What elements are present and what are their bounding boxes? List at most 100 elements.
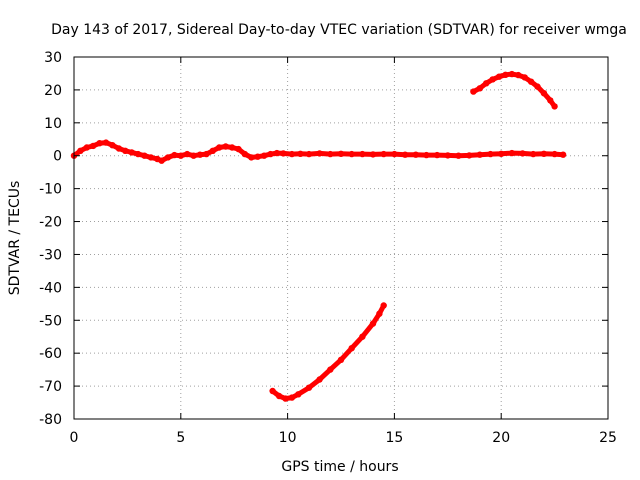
y-axis-label: SDTVAR / TECUs	[7, 181, 23, 296]
data-point	[190, 152, 197, 159]
data-point	[177, 152, 184, 159]
data-point	[147, 154, 155, 161]
data-point	[327, 150, 334, 158]
data-point	[433, 151, 441, 159]
data-point	[551, 150, 558, 158]
data-point	[222, 143, 229, 150]
data-point	[401, 151, 409, 158]
y-tick-label: -40	[39, 280, 62, 296]
data-point	[551, 103, 558, 110]
data-point	[495, 73, 503, 80]
data-point	[559, 151, 567, 158]
data-point	[288, 150, 296, 158]
data-point	[184, 150, 191, 158]
data-point	[508, 70, 516, 78]
series-near-zero-band	[70, 139, 567, 164]
series-upper-arc	[470, 70, 558, 110]
y-tick-label: 20	[44, 83, 62, 99]
data-point	[527, 78, 535, 85]
data-point	[83, 144, 91, 151]
data-point	[96, 140, 103, 147]
x-axis-label: GPS time / hours	[281, 459, 398, 475]
data-point	[476, 151, 483, 158]
data-point	[530, 150, 537, 158]
data-point	[489, 76, 496, 83]
data-point	[547, 97, 554, 104]
data-point	[241, 150, 249, 158]
data-point	[348, 345, 355, 352]
data-point	[369, 151, 377, 158]
chart-title: Day 143 of 2017, Sidereal Day-to-day VTE…	[51, 22, 627, 38]
x-tick-label: 25	[599, 430, 617, 446]
data-point	[508, 149, 516, 157]
x-tick-label: 10	[279, 430, 297, 446]
data-point	[115, 145, 123, 152]
data-point	[248, 154, 255, 161]
y-tick-label: -10	[39, 182, 62, 198]
y-tick-label: 30	[44, 50, 62, 66]
data-point	[359, 333, 366, 340]
data-point	[275, 392, 283, 400]
data-point	[209, 147, 216, 154]
data-point	[158, 157, 165, 164]
data-point	[540, 90, 548, 97]
data-point	[288, 394, 296, 401]
data-point	[128, 149, 135, 156]
plot-frame	[73, 56, 609, 420]
data-point	[280, 150, 287, 157]
data-point	[316, 376, 323, 383]
data-point	[295, 391, 302, 398]
data-point	[77, 147, 84, 154]
data-point	[466, 152, 473, 159]
grid-lines	[74, 57, 608, 419]
data-point	[164, 154, 172, 161]
data-point	[171, 151, 178, 159]
data-point	[515, 71, 522, 79]
data-point	[498, 150, 505, 157]
data-point	[470, 88, 477, 95]
data-point	[423, 151, 430, 159]
data-point	[203, 150, 210, 158]
data-point	[228, 144, 236, 151]
x-tick-label: 5	[176, 430, 185, 446]
data-point	[521, 74, 528, 81]
data-point	[141, 152, 148, 159]
data-point	[196, 151, 204, 158]
series-line	[270, 303, 387, 402]
data-point	[327, 366, 334, 373]
data-point	[102, 139, 110, 146]
series-lower-arc	[269, 302, 387, 402]
data-point	[122, 147, 129, 154]
data-point	[337, 150, 345, 157]
data-point	[540, 150, 548, 157]
data-point	[316, 150, 323, 157]
y-tick-labels: 30 20 10 0 -10 -20 -30 -40 -50 -60 -70 -80	[39, 50, 62, 428]
data-point	[483, 80, 490, 87]
y-tick-label: -50	[39, 313, 62, 329]
data-point	[359, 150, 366, 158]
series-layer	[70, 70, 567, 402]
data-point	[502, 71, 509, 79]
data-point	[455, 152, 462, 159]
x-tick-label: 0	[70, 430, 79, 446]
data-point	[444, 152, 451, 159]
data-point	[380, 150, 387, 158]
data-point	[376, 310, 383, 317]
y-tick-label: -20	[39, 215, 62, 231]
y-tick-label: 0	[53, 149, 62, 165]
y-tick-label: -80	[39, 412, 62, 428]
data-point	[260, 152, 268, 159]
data-point	[348, 150, 355, 158]
data-point	[269, 387, 276, 395]
data-point	[282, 395, 289, 402]
data-point	[305, 150, 313, 158]
x-tick-labels: 0 5 10 15 20 25	[70, 430, 617, 446]
data-point	[519, 150, 526, 157]
data-point	[534, 83, 541, 90]
data-point	[109, 142, 116, 149]
data-point	[369, 320, 377, 327]
x-tick-label: 20	[492, 430, 510, 446]
data-point	[235, 145, 242, 153]
data-point	[391, 150, 398, 158]
